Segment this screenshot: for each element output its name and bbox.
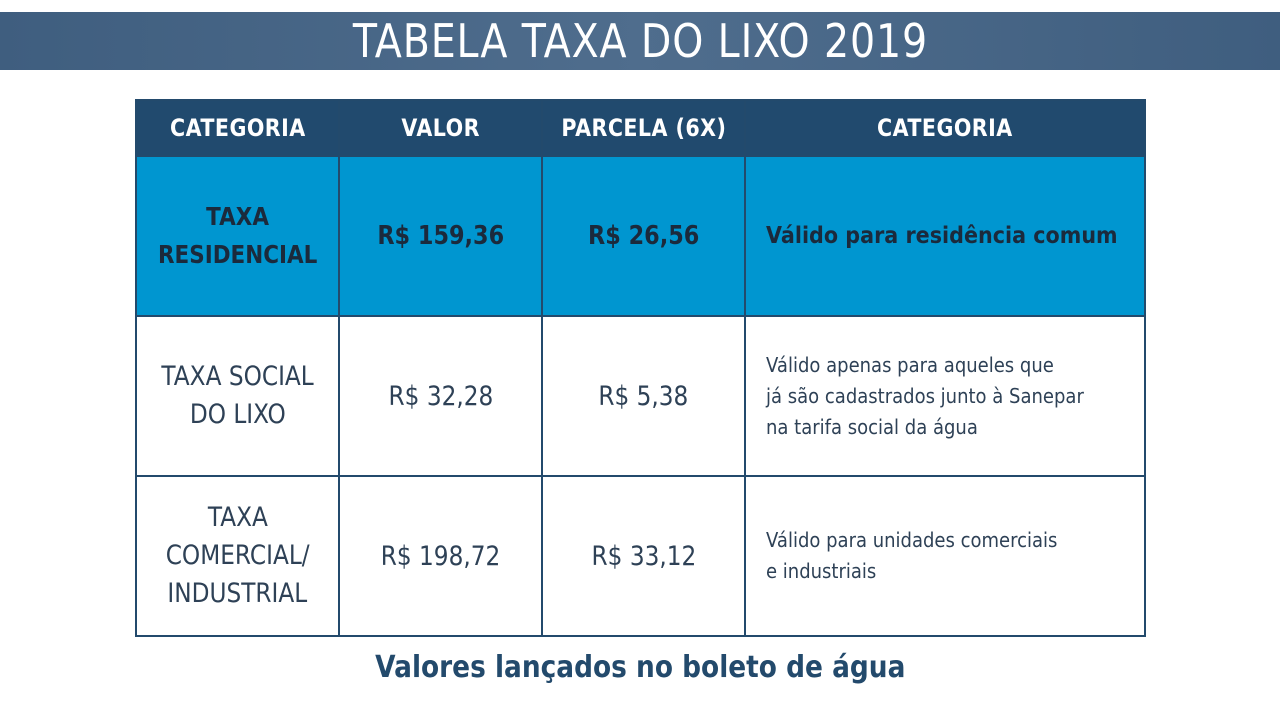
table-row-comercial: TAXA COMERCIAL/ INDUSTRIAL R$ 198,72 R$ …: [135, 475, 1146, 637]
parcela-cell: R$ 33,12: [541, 475, 746, 637]
fee-table-container: CATEGORIA VALOR PARCELA (6X) CATEGORIA T…: [135, 99, 1146, 637]
table-header-row: CATEGORIA VALOR PARCELA (6X) CATEGORIA: [135, 99, 1146, 157]
header-descricao: CATEGORIA: [744, 99, 1146, 157]
category-cell: TAXA RESIDENCIAL: [135, 155, 340, 317]
category-cell: TAXA COMERCIAL/ INDUSTRIAL: [135, 475, 340, 637]
valor-cell: R$ 198,72: [338, 475, 543, 637]
valor-cell: R$ 159,36: [338, 155, 543, 317]
page-title: TABELA TAXA DO LIXO 2019: [352, 14, 928, 68]
parcela-cell: R$ 26,56: [541, 155, 746, 317]
footer-note: Valores lançados no boleto de água: [374, 650, 906, 685]
valor-cell: R$ 32,28: [338, 315, 543, 477]
descricao-cell: Válido para unidades comerciais e indust…: [744, 475, 1146, 637]
header-parcela: PARCELA (6X): [541, 99, 746, 157]
header-categoria: CATEGORIA: [135, 99, 340, 157]
table-row-residencial: TAXA RESIDENCIAL R$ 159,36 R$ 26,56 Váli…: [135, 155, 1146, 317]
title-bar: TABELA TAXA DO LIXO 2019: [0, 12, 1280, 70]
descricao-cell: Válido para residência comum: [744, 155, 1146, 317]
table-row-social: TAXA SOCIAL DO LIXO R$ 32,28 R$ 5,38 Vál…: [135, 315, 1146, 477]
parcela-cell: R$ 5,38: [541, 315, 746, 477]
fee-table: CATEGORIA VALOR PARCELA (6X) CATEGORIA T…: [135, 99, 1146, 637]
descricao-cell: Válido apenas para aqueles que já são ca…: [744, 315, 1146, 477]
category-cell: TAXA SOCIAL DO LIXO: [135, 315, 340, 477]
header-valor: VALOR: [338, 99, 543, 157]
